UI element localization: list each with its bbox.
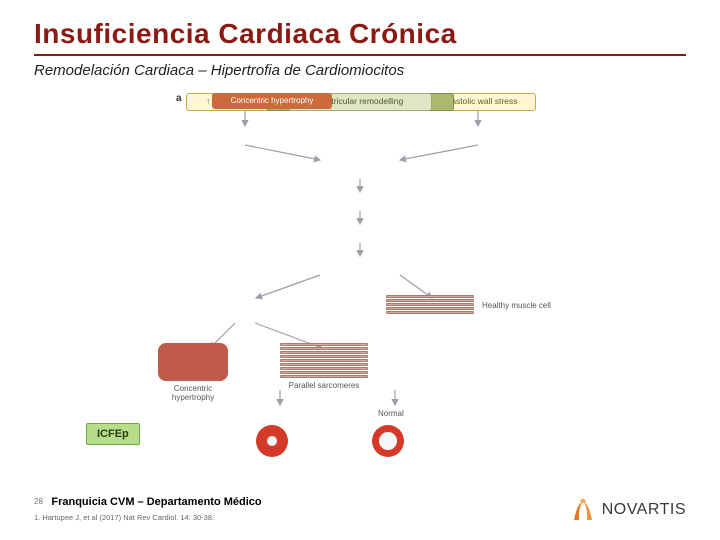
label-concentric-1: Concentric	[148, 384, 238, 393]
label-healthy: Healthy muscle cell	[482, 301, 551, 310]
flow-diagram: a Pressure overload Volume overload	[120, 93, 600, 463]
label-normal: Normal	[378, 409, 404, 418]
dept-a: Franquicia CVM –	[51, 496, 146, 508]
title-underline	[34, 54, 686, 56]
reference: 1. Hartupee J, et al (2017) Nat Rev Card…	[34, 513, 262, 522]
cell-healthy	[386, 295, 474, 314]
cell-concentric: Concentric hypertrophy	[148, 343, 238, 402]
page-subtitle: Remodelación Cardiaca – Hipertrofia de C…	[34, 62, 686, 79]
page-title: Insuficiencia Cardiaca Crónica	[34, 18, 686, 50]
page-number: 28	[34, 497, 43, 506]
novartis-logo: NOVARTIS	[570, 498, 686, 522]
slide: Insuficiencia Cardiaca Crónica Remodelac…	[0, 0, 720, 540]
ring-normal-inner	[379, 432, 397, 450]
label-parallel: Parallel sarcomeres	[280, 381, 368, 390]
label-concentric-hypertrophy: Concentric hypertrophy	[212, 93, 332, 109]
dept-b: Departamento Médico	[147, 496, 262, 508]
badge-icfep: ICFEp	[86, 423, 140, 445]
diagram-arrows	[120, 93, 600, 463]
novartis-logo-text: NOVARTIS	[602, 501, 686, 519]
novartis-logo-icon	[570, 498, 596, 522]
cell-parallel: Parallel sarcomeres	[280, 343, 368, 390]
label-concentric-2: hypertrophy	[148, 393, 238, 402]
ring-concentric-inner	[267, 436, 277, 446]
panel-label-a: a	[176, 93, 182, 104]
concentric-body	[158, 343, 228, 381]
footer: 28 Franquicia CVM – Departamento Médico …	[34, 492, 262, 522]
